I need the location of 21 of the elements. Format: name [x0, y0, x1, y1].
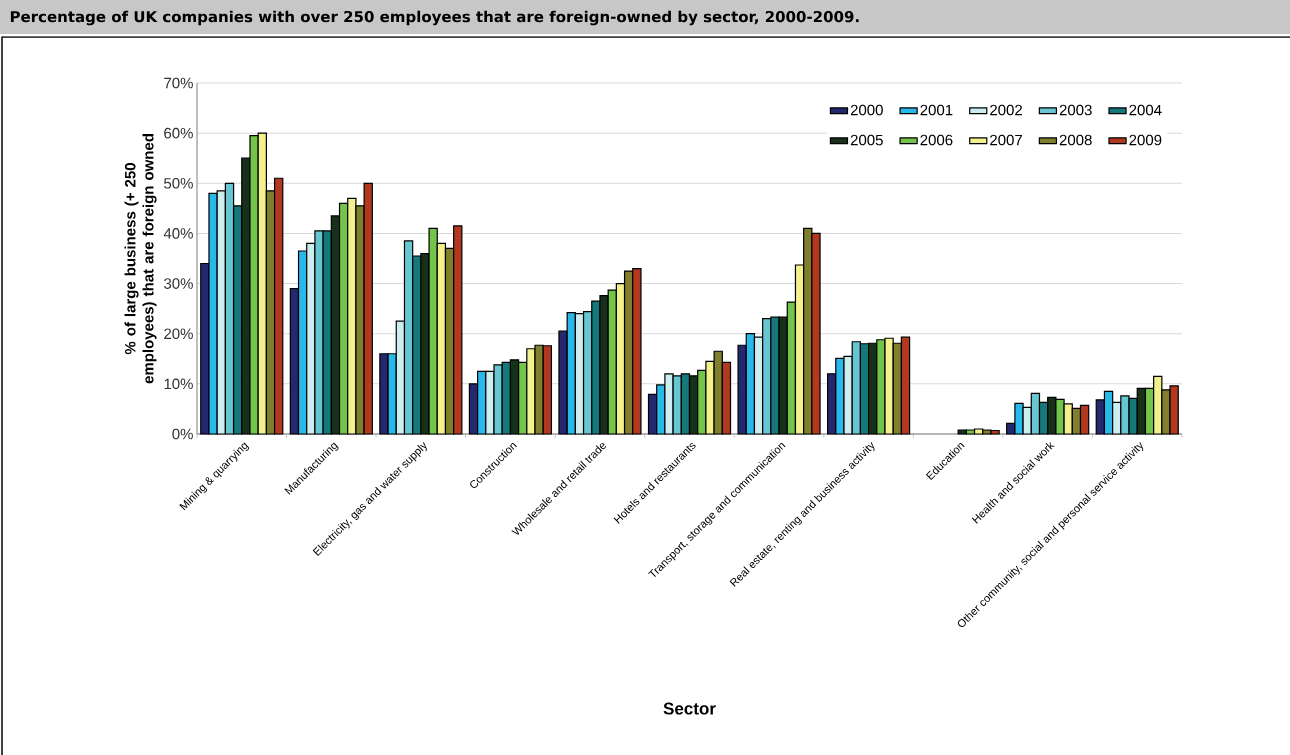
y-tick-label: 20% [164, 328, 193, 340]
y-tick-label: 70% [164, 77, 193, 89]
y-axis-title: % of large business (+ 250 employees) that are foreign owned [124, 134, 157, 384]
legend-label: 2004 [1129, 104, 1162, 116]
y-tick-label: 10% [164, 378, 193, 390]
legend-label: 2002 [990, 104, 1022, 116]
legend-label: 2009 [1129, 134, 1162, 146]
x-axis-title: Sector [663, 702, 716, 715]
y-tick-label: 0% [172, 428, 193, 440]
legend-label: 2007 [990, 134, 1022, 146]
y-tick-label: 60% [164, 127, 193, 139]
chart-title: Percentage of UK companies with over 250 employees that are foreign-owned by sector, 2000-2009. [10, 10, 859, 26]
legend-label: 2006 [920, 134, 953, 146]
legend-label: 2003 [1059, 104, 1092, 116]
legend-label: 2008 [1059, 134, 1092, 146]
legend-label: 2001 [920, 104, 953, 116]
y-tick-label: 50% [164, 177, 193, 189]
y-tick-label: 30% [164, 278, 193, 289]
y-tick-label: 40% [163, 228, 193, 239]
legend-label: 2000 [850, 104, 883, 116]
legend-label: 2005 [850, 134, 883, 146]
